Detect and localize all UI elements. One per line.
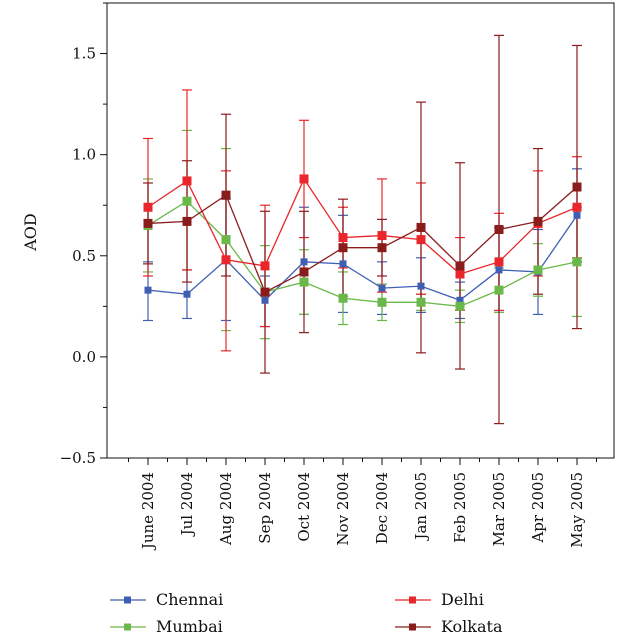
data-point [221,235,231,245]
plot-frame [106,2,615,459]
x-tick-label: Feb 2005 [451,472,469,543]
plot-area [106,2,615,459]
data-point [494,257,504,267]
data-point [338,243,348,253]
data-point [261,296,269,304]
y-tick-label: 0.5 [72,247,96,265]
x-tick-label: Mar 2005 [490,472,508,546]
data-point [417,282,425,290]
x-tick-label: Aug 2004 [217,472,235,546]
x-tick-label: Dec 2004 [373,472,391,544]
x-tick-label: Apr 2005 [529,472,547,544]
y-tick-label: −0.5 [60,449,96,467]
data-point [300,258,308,266]
y-tick-label: 1.0 [72,146,96,164]
legend-label: Delhi [441,590,484,609]
data-point [260,261,270,271]
legend-label: Chennai [156,590,223,609]
data-point [143,218,153,228]
data-point [182,196,192,206]
data-point [572,202,582,212]
y-tick-label: 1.5 [72,45,96,63]
data-point [455,269,465,279]
legend-marker [124,623,131,631]
data-markers [143,174,582,311]
data-point [299,277,309,287]
x-tick-label: Jul 2004 [178,472,196,537]
legend-marker [409,623,416,631]
legend-marker [124,596,131,604]
data-point [572,182,582,192]
x-tick-label: Sep 2004 [256,472,274,544]
data-point [299,267,309,277]
data-point [378,284,386,292]
data-point [183,290,191,298]
data-point [182,216,192,226]
data-point [533,265,543,275]
x-tick-label: Jan 2005 [412,472,430,542]
data-point [339,260,347,268]
data-point [377,243,387,253]
y-tick-label: 0.0 [72,348,96,366]
series-line [147,214,578,302]
axes: −0.5 0.0 0.5 1.0 1.5 June 2004 Jul 2004 Aug 200… [60,2,597,551]
series-line [147,186,578,294]
data-point [494,224,504,234]
data-point [456,296,464,304]
legend-marker [409,596,416,604]
legend: Chennai Mumbai Delhi Kolkata [110,590,503,636]
data-point [573,211,581,219]
data-point [221,255,231,265]
data-point [455,261,465,271]
y-axis-title: AOD [21,213,40,252]
series-lines [147,177,578,307]
data-point [144,286,152,294]
data-point [338,293,348,303]
x-tick-label: Nov 2004 [334,472,352,546]
data-point [494,285,504,295]
data-point [377,231,387,241]
data-point [182,176,192,186]
data-point [495,266,503,274]
x-tick-label: June 2004 [139,472,157,551]
data-point [299,174,309,184]
series-line [147,177,578,275]
data-point [533,216,543,226]
x-tick-label: May 2005 [568,472,586,548]
legend-label: Kolkata [441,617,503,636]
data-point [572,257,582,267]
data-point [221,190,231,200]
data-point [416,297,426,307]
data-point [338,233,348,243]
data-point [260,287,270,297]
data-point [143,202,153,212]
data-point [455,301,465,311]
data-point [416,235,426,245]
error-bars [143,34,582,425]
data-point [416,222,426,232]
series-line [147,200,578,307]
legend-label: Mumbai [156,617,223,636]
data-point [377,297,387,307]
x-tick-label: Oct 2004 [295,472,313,542]
